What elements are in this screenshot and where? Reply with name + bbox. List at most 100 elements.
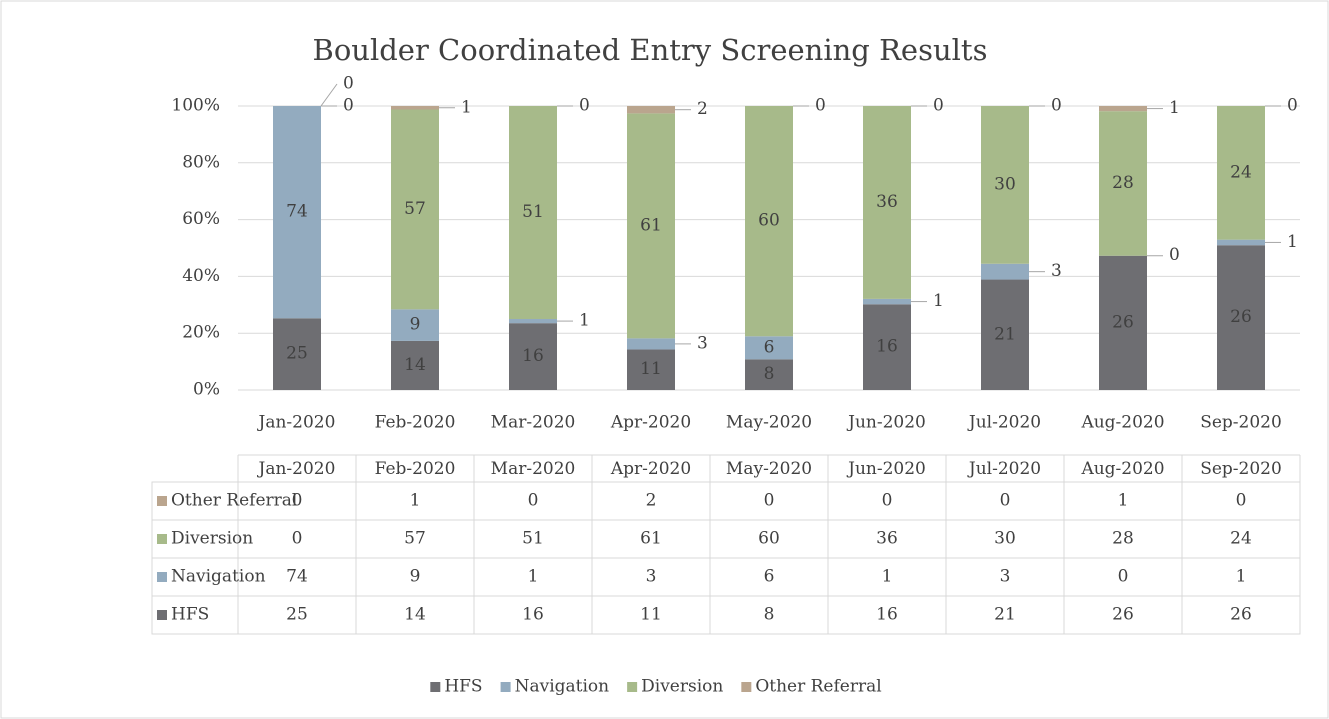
legend-key — [627, 682, 638, 692]
table-cell: 0 — [882, 491, 893, 511]
x-tick-label: Apr-2020 — [610, 413, 691, 433]
data-label: 30 — [994, 174, 1016, 194]
legend-label: Navigation — [515, 677, 610, 697]
table-cell: 8 — [764, 605, 775, 625]
bar-segment — [981, 263, 1029, 280]
table-key — [157, 534, 167, 544]
table-cell: 0 — [1118, 567, 1129, 587]
bar-segment — [273, 318, 321, 390]
table-cell: 57 — [404, 529, 426, 549]
table-cell: 3 — [1000, 567, 1011, 587]
table-cell: 0 — [764, 491, 775, 511]
data-label: 3 — [697, 333, 708, 353]
x-tick-label: Mar-2020 — [491, 413, 576, 433]
data-label: 0 — [343, 74, 354, 94]
table-cell: 26 — [1230, 605, 1252, 625]
data-label: 61 — [640, 215, 662, 235]
x-tick-label: Feb-2020 — [375, 413, 456, 433]
table-cell: 36 — [876, 529, 898, 549]
data-label: 0 — [1051, 96, 1062, 116]
x-tick-label: May-2020 — [726, 413, 812, 433]
leader-line — [320, 83, 338, 107]
x-tick-label: Jul-2020 — [967, 413, 1041, 433]
data-label: 0 — [579, 96, 590, 116]
table-header: Jun-2020 — [846, 459, 926, 479]
table-cell: 2 — [646, 491, 657, 511]
data-label: 0 — [1169, 245, 1180, 265]
legend-key — [430, 682, 441, 692]
table-cell: 9 — [410, 567, 421, 587]
bar-segment — [627, 106, 675, 114]
table-cell: 1 — [1236, 567, 1247, 587]
bar-segment — [1099, 111, 1147, 256]
data-label: 16 — [522, 346, 544, 366]
table-cell: 16 — [522, 605, 544, 625]
x-tick-label: Jun-2020 — [846, 413, 926, 433]
bar-segment — [1099, 255, 1147, 390]
table-cell: 0 — [292, 529, 303, 549]
table-cell: 61 — [640, 529, 662, 549]
y-tick-label: 40% — [182, 266, 220, 286]
data-label: 8 — [764, 364, 775, 384]
data-label: 9 — [410, 315, 421, 335]
table-cell: 0 — [1000, 491, 1011, 511]
data-label: 11 — [640, 359, 662, 379]
data-label: 0 — [1287, 96, 1298, 116]
bar-segment — [1217, 239, 1265, 246]
table-cell: 74 — [286, 567, 308, 587]
bar-segment — [391, 106, 439, 110]
table-cell: 1 — [882, 567, 893, 587]
x-tick-label: Sep-2020 — [1200, 413, 1282, 433]
table-cell: 60 — [758, 529, 780, 549]
table-row-label: HFS — [171, 605, 209, 625]
bar-segment — [509, 323, 557, 390]
y-tick-label: 100% — [171, 96, 220, 116]
y-tick-label: 20% — [182, 323, 220, 343]
table-key — [157, 496, 167, 506]
data-label: 74 — [286, 202, 308, 222]
table-cell: 0 — [1236, 491, 1247, 511]
bar-segment — [627, 338, 675, 350]
data-label: 3 — [1051, 261, 1062, 281]
table-cell: 24 — [1230, 529, 1252, 549]
bar-segment — [391, 109, 439, 310]
table-cell: 14 — [404, 605, 426, 625]
table-cell: 11 — [640, 605, 662, 625]
data-label: 2 — [697, 99, 708, 119]
bar-segment — [627, 113, 675, 339]
bar-segment — [745, 106, 793, 337]
table-header: Apr-2020 — [610, 459, 691, 479]
data-label: 1 — [933, 291, 944, 311]
table-cell: 28 — [1112, 529, 1134, 549]
data-label: 21 — [994, 324, 1016, 344]
bar-segment — [981, 279, 1029, 390]
bar-segment — [273, 106, 321, 319]
bar-segment — [863, 106, 911, 299]
table-cell: 6 — [764, 567, 775, 587]
bar-segment — [1217, 106, 1265, 240]
table-key — [157, 610, 167, 620]
data-label: 51 — [522, 202, 544, 222]
chart-title: Boulder Coordinated Entry Screening Resu… — [313, 33, 988, 67]
table-header: Jan-2020 — [257, 459, 336, 479]
table-row-label: Diversion — [171, 529, 253, 549]
table-row-label: Navigation — [171, 567, 266, 587]
bar-segment — [863, 298, 911, 305]
table-cell: 26 — [1112, 605, 1134, 625]
data-label: 26 — [1230, 307, 1252, 327]
data-label: 57 — [404, 199, 426, 219]
data-label: 26 — [1112, 312, 1134, 332]
table-cell: 1 — [410, 491, 421, 511]
data-label: 0 — [933, 96, 944, 116]
bar-segment — [627, 349, 675, 390]
bar-segment — [1099, 106, 1147, 112]
data-label: 1 — [1287, 232, 1298, 252]
bar-segment — [509, 106, 557, 319]
x-tick-label: Aug-2020 — [1080, 413, 1164, 433]
x-tick-label: Jan-2020 — [257, 413, 336, 433]
bar-segment — [509, 319, 557, 324]
data-label: 0 — [343, 96, 354, 116]
table-row-label: Other Referral — [171, 491, 297, 511]
data-label: 1 — [1169, 98, 1180, 118]
